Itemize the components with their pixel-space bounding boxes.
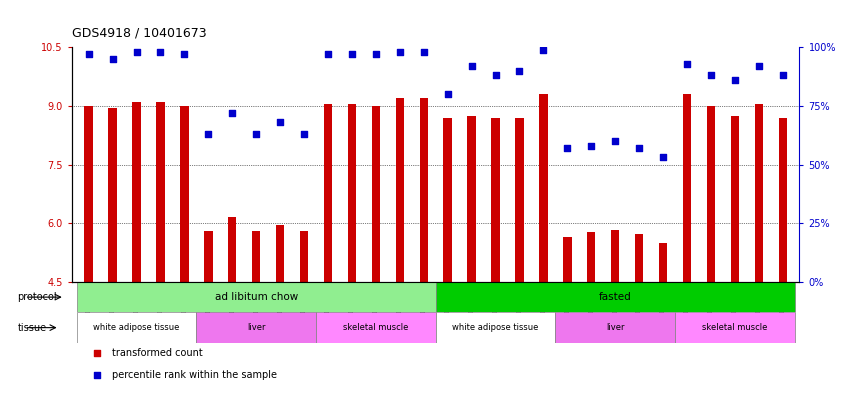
Point bbox=[513, 68, 526, 74]
Bar bbox=[675, 312, 794, 343]
Text: GDS4918 / 10401673: GDS4918 / 10401673 bbox=[72, 26, 206, 39]
Text: percentile rank within the sample: percentile rank within the sample bbox=[112, 369, 277, 380]
Point bbox=[321, 51, 335, 57]
Point bbox=[106, 56, 119, 62]
Bar bbox=[443, 118, 452, 282]
Text: liver: liver bbox=[606, 323, 624, 332]
Bar bbox=[420, 98, 428, 282]
Text: skeletal muscle: skeletal muscle bbox=[343, 323, 409, 332]
Point bbox=[632, 145, 645, 151]
Bar bbox=[157, 102, 165, 282]
Bar bbox=[108, 108, 117, 282]
Bar bbox=[436, 282, 794, 312]
Bar bbox=[706, 106, 715, 282]
Bar bbox=[276, 225, 284, 282]
Point bbox=[464, 63, 478, 69]
Bar bbox=[371, 106, 380, 282]
Bar bbox=[299, 231, 308, 282]
Text: tissue: tissue bbox=[18, 323, 47, 332]
Bar bbox=[492, 118, 500, 282]
Point bbox=[417, 49, 431, 55]
Point bbox=[441, 91, 454, 97]
Bar bbox=[467, 116, 475, 282]
Point bbox=[752, 63, 766, 69]
Point bbox=[91, 371, 104, 378]
Text: ad libitum chow: ad libitum chow bbox=[215, 292, 298, 302]
Point bbox=[489, 72, 503, 79]
Bar bbox=[683, 94, 691, 282]
Bar bbox=[731, 116, 739, 282]
Text: white adipose tissue: white adipose tissue bbox=[453, 323, 539, 332]
Point bbox=[250, 131, 263, 137]
Point bbox=[129, 49, 143, 55]
Point bbox=[561, 145, 574, 151]
Text: protocol: protocol bbox=[18, 292, 57, 302]
Point bbox=[704, 72, 717, 79]
Bar bbox=[348, 104, 356, 282]
Bar bbox=[228, 217, 236, 282]
Bar bbox=[555, 312, 675, 343]
Point bbox=[178, 51, 191, 57]
Point bbox=[585, 143, 598, 149]
Text: white adipose tissue: white adipose tissue bbox=[93, 323, 179, 332]
Point bbox=[369, 51, 382, 57]
Bar bbox=[316, 312, 436, 343]
Text: liver: liver bbox=[247, 323, 266, 332]
Bar bbox=[77, 312, 196, 343]
Bar bbox=[85, 106, 93, 282]
Point bbox=[393, 49, 407, 55]
Bar bbox=[77, 282, 436, 312]
Bar bbox=[563, 237, 572, 282]
Bar bbox=[755, 104, 763, 282]
Bar bbox=[396, 98, 404, 282]
Point bbox=[608, 138, 622, 144]
Point bbox=[680, 61, 694, 67]
Bar bbox=[539, 94, 547, 282]
Bar bbox=[180, 106, 189, 282]
Text: fasted: fasted bbox=[599, 292, 632, 302]
Point bbox=[91, 350, 104, 356]
Bar bbox=[611, 230, 619, 282]
Point bbox=[656, 154, 670, 161]
Point bbox=[728, 77, 742, 83]
Point bbox=[82, 51, 96, 57]
Point bbox=[536, 46, 550, 53]
Point bbox=[201, 131, 215, 137]
Bar bbox=[587, 232, 596, 282]
Bar bbox=[635, 234, 643, 282]
Point bbox=[297, 131, 310, 137]
Point bbox=[273, 119, 287, 125]
Bar bbox=[204, 231, 212, 282]
Bar bbox=[515, 118, 524, 282]
Point bbox=[345, 51, 359, 57]
Bar bbox=[252, 231, 261, 282]
Bar bbox=[659, 243, 667, 282]
Bar bbox=[196, 312, 316, 343]
Bar bbox=[132, 102, 140, 282]
Point bbox=[154, 49, 168, 55]
Bar bbox=[778, 118, 787, 282]
Bar bbox=[324, 104, 332, 282]
Text: transformed count: transformed count bbox=[112, 349, 203, 358]
Point bbox=[776, 72, 789, 79]
Point bbox=[226, 110, 239, 116]
Text: skeletal muscle: skeletal muscle bbox=[702, 323, 767, 332]
Bar bbox=[436, 312, 555, 343]
